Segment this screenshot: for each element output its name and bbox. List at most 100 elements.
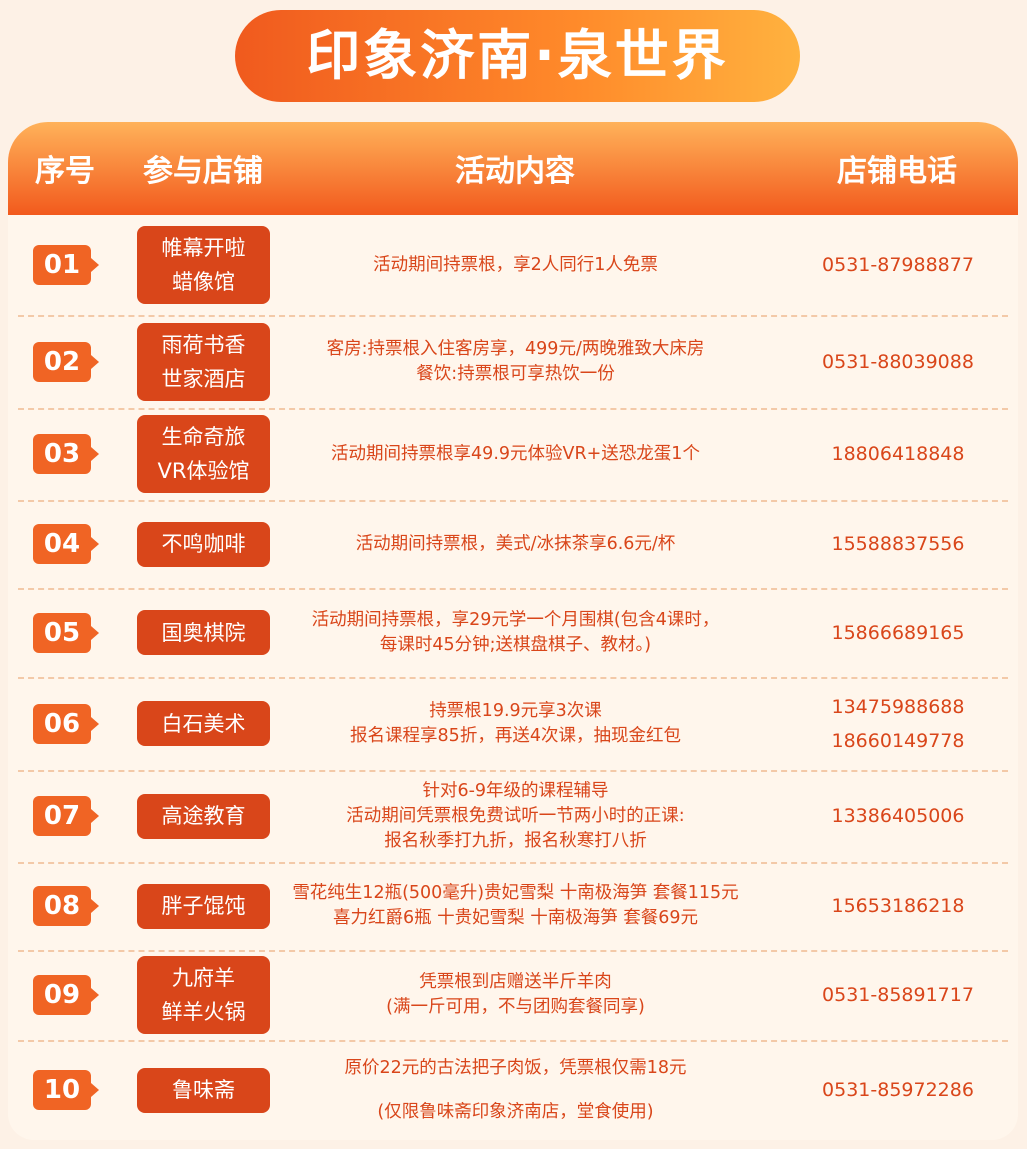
content-line: 针对6-9年级的课程辅导	[422, 780, 609, 801]
store-line: 蜡像馆	[172, 270, 235, 294]
store-line: VR体验馆	[157, 459, 250, 483]
content-line: (仅限鲁味斋印象济南店，堂食使用)	[377, 1101, 654, 1122]
store-badge: 国奥棋院	[137, 610, 270, 655]
store-line: 九府羊	[172, 966, 235, 990]
content-line: 活动期间持票根，美式/冰抹茶享6.6元/杯	[355, 533, 676, 554]
header-cell: 店铺电话	[837, 154, 957, 189]
row-number: 09	[33, 975, 99, 1015]
content-line: 客房:持票根入住客房享，499元/两晚雅致大床房	[326, 338, 705, 359]
store-line: 胖子馄饨	[161, 894, 246, 918]
table-card: 序号 参与店铺 活动内容 店铺电话 01 帷幕开啦蜡像馆 活动期间持票根，享2人同行1人免…	[8, 122, 1018, 1140]
store-line: 白石美术	[161, 711, 246, 736]
store-badge: 胖子馄饨	[137, 883, 270, 929]
phone: 15866689165	[798, 588, 998, 677]
title: 印象济南·泉世界	[235, 10, 800, 102]
phone-line: 0531-85972286	[822, 1079, 974, 1101]
row-number: 02	[33, 341, 99, 382]
row-number: 06	[33, 703, 99, 744]
phone-line: 0531-88039088	[822, 350, 974, 373]
phone-line: 15653186218	[831, 895, 965, 917]
content-line: 喜力红爵6瓶 十贵妃雪梨 十南极海笋 套餐69元	[332, 908, 699, 928]
row-separator	[18, 588, 1008, 590]
store-line: 世家酒店	[161, 366, 246, 391]
store-badge: 雨荷书香 世家酒店	[137, 322, 270, 401]
store-badge: 生命奇旅 VR体验馆	[137, 415, 270, 493]
store-line: 雨荷书香	[161, 332, 246, 357]
store-line: 不鸣咖啡	[161, 532, 246, 556]
store-line: 帷幕开啦	[161, 236, 246, 260]
phone: 13386405006	[798, 770, 998, 862]
content-line: (满一斤可用，不与团购套餐同享)	[386, 997, 645, 1017]
store-badge: 帷幕开啦 蜡像馆	[137, 226, 270, 304]
phone: 15653186218	[798, 862, 998, 950]
phone: 15588837556	[798, 500, 998, 588]
phone-line: 15866689165	[831, 621, 965, 644]
store-badge: 九府羊 鲜羊火锅	[137, 956, 270, 1034]
content-line: 原价22元的古法把子肉饭，凭票根仅需18元	[344, 1057, 687, 1078]
store-line: 鲁味斋	[172, 1078, 235, 1102]
table-header: 序号 参与店铺 活动内容 店铺电话	[8, 122, 1018, 215]
activity-content: 活动期间持票根，美式/冰抹茶享6.6元/杯	[278, 506, 753, 582]
row-separator	[18, 950, 1008, 952]
phone-line: 13475988688	[831, 695, 965, 718]
phone: 13475988688 18660149778	[798, 677, 998, 770]
phone: 0531-85972286	[798, 1040, 998, 1140]
activity-content: 活动期间持票根，享2人同行1人免票	[278, 221, 753, 309]
row-number: 04	[33, 524, 99, 564]
store-line: 生命奇旅	[161, 425, 246, 449]
row-separator	[18, 862, 1008, 864]
row-separator	[18, 770, 1008, 772]
phone-line: 18660149778	[831, 729, 965, 752]
content-line: 活动期间持票根，享29元学一个月围棋(包含4课时，	[311, 609, 720, 630]
activity-content: 活动期间持票根享49.9元体验VR+送恐龙蛋1个	[278, 414, 753, 494]
header-cell: 序号	[35, 154, 95, 189]
store-line: 高途教育	[161, 804, 246, 828]
content-line: 报名秋季打九折，报名秋寒打八折	[384, 830, 647, 851]
content-line: 持票根19.9元享3次课	[429, 700, 602, 721]
activity-content: 持票根19.9元享3次课报名课程享85折，再送4次课，抽现金红包	[278, 683, 753, 764]
store-line: 鲜羊火锅	[161, 1000, 246, 1024]
activity-content: 雪花纯生12瓶(500毫升)贵妃雪梨 十南极海笋 套餐115元 喜力红爵6瓶 十贵…	[278, 868, 753, 944]
store-badge: 高途教育	[137, 793, 270, 839]
header-cell: 活动内容	[455, 154, 575, 189]
content-line: 凭票根到店赠送半斤羊肉	[419, 972, 612, 992]
row-separator	[18, 1040, 1008, 1042]
row-number: 03	[33, 434, 99, 474]
store-line: 国奥棋院	[161, 620, 246, 645]
activity-content: 活动期间持票根，享29元学一个月围棋(包含4课时， 每课时45分钟;送棋盘棋子、教…	[278, 594, 753, 671]
content-line: 活动期间凭票根免费试听一节两小时的正课:	[346, 805, 685, 826]
row-number: 05	[33, 612, 99, 653]
phone: 0531-88039088	[798, 315, 998, 408]
phone: 0531-87988877	[798, 215, 998, 315]
phone: 0531-85891717	[798, 950, 998, 1040]
content-line: 报名课程享85折，再送4次课，抽现金红包	[350, 725, 681, 746]
header-cell: 参与店铺	[143, 154, 263, 189]
content-line: 活动期间持票根，享2人同行1人免票	[373, 254, 658, 275]
phone-line: 15588837556	[831, 533, 965, 555]
content-line: 活动期间持票根享49.9元体验VR+送恐龙蛋1个	[331, 443, 700, 464]
content-line: 餐饮:持票根可享热饮一份	[416, 363, 615, 384]
row-number: 01	[33, 245, 99, 285]
row-separator	[18, 315, 1008, 317]
row-separator	[18, 500, 1008, 502]
activity-content: 凭票根到店赠送半斤羊肉 (满一斤可用，不与团购套餐同享)	[278, 956, 753, 1034]
activity-content: 客房:持票根入住客房享，499元/两晚雅致大床房 餐饮:持票根可享热饮一份	[278, 321, 753, 402]
row-number: 07	[33, 796, 99, 836]
store-badge: 不鸣咖啡	[137, 521, 270, 567]
phone-line: 0531-85891717	[822, 984, 974, 1006]
phone-line: 13386405006	[831, 805, 965, 827]
store-badge: 鲁味斋	[137, 1067, 270, 1113]
row-separator	[18, 408, 1008, 410]
activity-content: 针对6-9年级的课程辅导活动期间凭票根免费试听一节两小时的正课: 报名秋季打九折，…	[278, 776, 753, 856]
phone-line: 18806418848	[831, 443, 965, 465]
store-badge: 白石美术	[137, 701, 270, 746]
phone-line: 0531-87988877	[822, 254, 974, 276]
row-number: 10	[33, 1070, 99, 1110]
row-number: 08	[33, 886, 99, 926]
content-line: 雪花纯生12瓶(500毫升)贵妃雪梨 十南极海笋 套餐115元	[292, 883, 739, 903]
phone: 18806418848	[798, 408, 998, 500]
activity-content: 原价22元的古法把子肉饭，凭票根仅需18元 (仅限鲁味斋印象济南店，堂食使用)	[278, 1046, 753, 1134]
content-line: 每课时45分钟;送棋盘棋子、教材。)	[379, 634, 652, 655]
row-separator	[18, 677, 1008, 679]
